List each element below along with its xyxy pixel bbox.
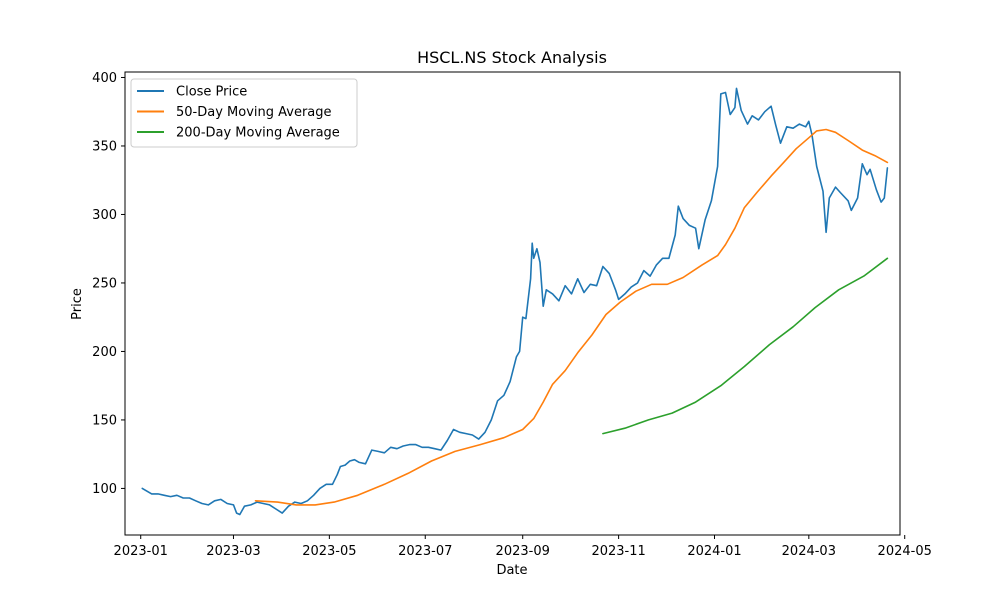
x-axis-ticks: 2023-01 2023-03 2023-05 2023-07 2023-09 2023-… xyxy=(114,535,932,559)
y-tick-label: 150 xyxy=(92,413,117,428)
legend: Close Price 50-Day Moving Average 200-Day … xyxy=(130,78,358,148)
legend-label-50-day-moving-average: 50-Day Moving Average xyxy=(176,105,332,120)
x-tick-label: 2023-09 xyxy=(496,544,550,559)
x-tick-label: 2023-07 xyxy=(398,544,452,559)
series-line-close-price xyxy=(141,87,889,516)
x-tick-label: 2024-03 xyxy=(782,544,836,559)
y-tick-label: 250 xyxy=(92,276,117,291)
x-tick-label: 2024-05 xyxy=(878,544,932,559)
series-layer xyxy=(141,87,889,516)
y-tick-label: 350 xyxy=(92,139,117,154)
series-line-50-day-moving-average xyxy=(254,128,889,506)
chart-title: HSCL.NS Stock Analysis xyxy=(417,48,607,67)
y-tick-label: 100 xyxy=(92,482,117,497)
legend-label-close-price: Close Price xyxy=(176,85,247,100)
y-tick-label: 300 xyxy=(92,208,117,223)
series-line-200-day-moving-average xyxy=(602,257,889,435)
x-axis-label: Date xyxy=(496,563,527,578)
x-tick-label: 2024-01 xyxy=(687,544,741,559)
y-tick-label: 400 xyxy=(92,71,117,86)
y-axis-ticks: 100 150 200 250 300 350 400 xyxy=(92,71,125,497)
x-tick-label: 2023-11 xyxy=(591,544,645,559)
x-tick-label: 2023-03 xyxy=(206,544,260,559)
legend-label-200-day-moving-average: 200-Day Moving Average xyxy=(176,126,340,141)
legend-items: Close Price 50-Day Moving Average 200-Day … xyxy=(137,85,340,141)
x-tick-label: 2023-05 xyxy=(302,544,356,559)
plot-frame xyxy=(124,71,901,536)
x-tick-label: 2023-01 xyxy=(114,544,168,559)
y-axis-label: Price xyxy=(70,288,85,320)
y-tick-label: 200 xyxy=(92,345,117,360)
legend-box xyxy=(130,78,358,148)
